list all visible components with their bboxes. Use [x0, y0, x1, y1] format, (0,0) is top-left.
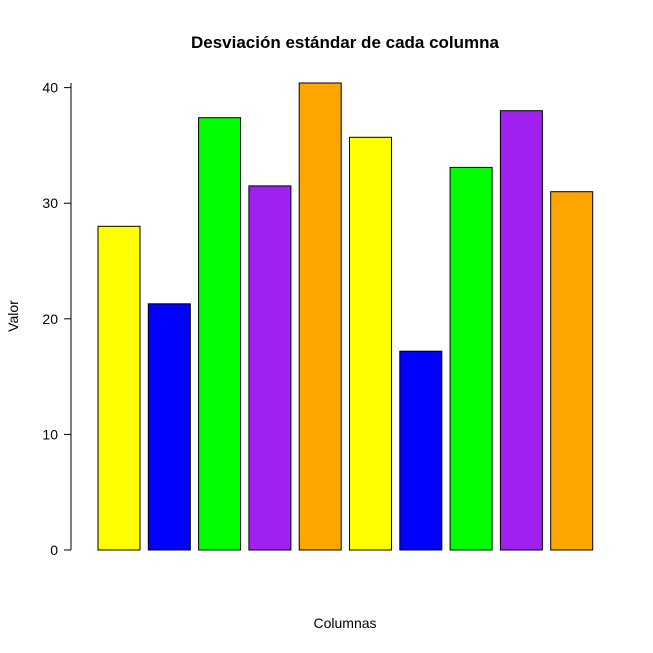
- y-axis-label: Valor: [5, 300, 21, 332]
- bar-1: [97, 225, 141, 551]
- y-tick-label: 40: [42, 80, 58, 96]
- bar-3: [198, 117, 242, 551]
- x-axis-label: Columnas: [313, 615, 376, 631]
- bar-2: [147, 303, 191, 551]
- y-axis-ticks: 0 10 20 30 40: [42, 80, 71, 558]
- y-tick-label: 30: [42, 195, 58, 211]
- bar-7: [399, 350, 443, 551]
- bar-6: [349, 136, 392, 551]
- y-tick-label: 20: [42, 311, 58, 327]
- bar-4: [248, 185, 292, 551]
- y-tick-label: 0: [50, 542, 58, 558]
- chart-title: Desviación estándar de cada columna: [191, 33, 500, 52]
- bar-8: [449, 166, 493, 551]
- bar-5: [298, 82, 342, 551]
- y-tick-label: 10: [42, 426, 58, 442]
- bar-10: [550, 191, 594, 551]
- bars-group: [97, 82, 594, 551]
- bar-9: [499, 110, 543, 551]
